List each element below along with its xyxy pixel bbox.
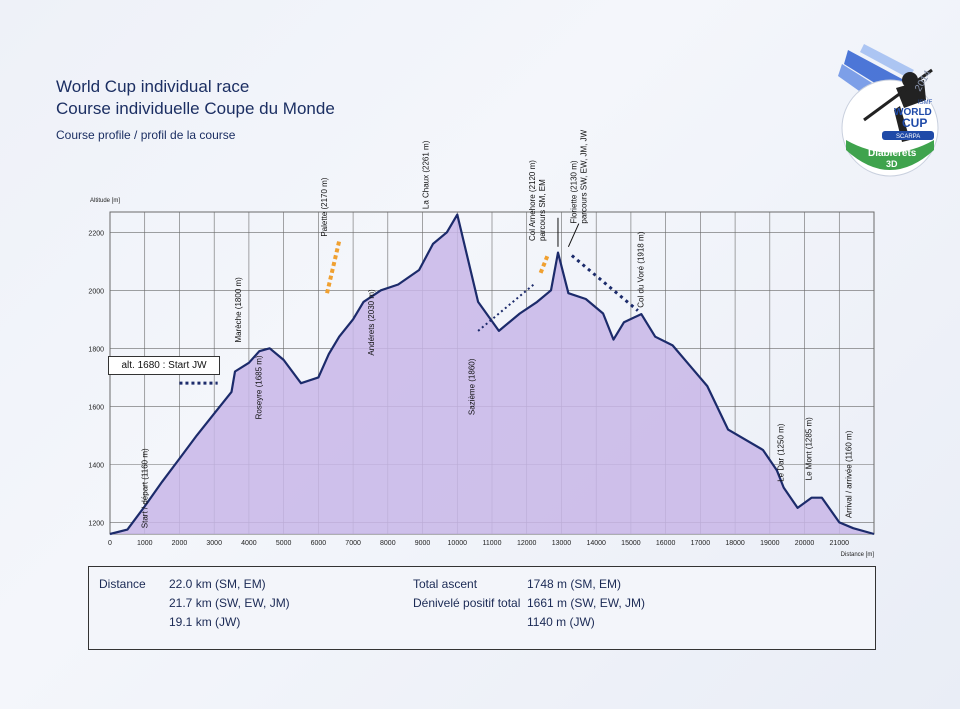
x-tick-label: 21000 [830, 540, 850, 547]
page-title-fr: Course individuelle Coupe du Monde [56, 99, 335, 118]
annotation-label: Sazième (1860) [468, 358, 477, 415]
y-tick-label: 2200 [88, 230, 104, 237]
ascent-label-en: Total ascent [413, 577, 478, 591]
bootpack-segment [538, 254, 550, 274]
ascent-label-fr: Dénivelé positif total [413, 596, 521, 610]
y-tick-label: 1600 [88, 404, 104, 411]
x-tick-label: 12000 [517, 540, 537, 547]
x-tick-label: 17000 [691, 540, 711, 547]
x-tick-label: 8000 [380, 540, 396, 547]
annotation-label: Col du Voré (1918 m) [636, 231, 645, 307]
annotation-label: Marèche (1800 m) [234, 277, 243, 343]
y-axis-label: Altitude [m] [90, 198, 120, 204]
page-title: World Cup individual race [56, 77, 250, 96]
x-tick-label: 10000 [448, 540, 468, 547]
world-cup-logo: 2014 ISMF WORLD CUP SCARPA Diablerets 3D [838, 44, 939, 177]
ascent-labels: Total ascent Dénivelé positif total [413, 575, 520, 613]
svg-text:WORLD: WORLD [894, 107, 932, 118]
distance-value: 22.0 km (SM, EM) [169, 577, 266, 591]
page-subtitle: Course profile / profil de la course [56, 128, 236, 142]
x-tick-label: 3000 [206, 540, 222, 547]
y-tick-label: 1800 [88, 346, 104, 353]
svg-text:SCARPA: SCARPA [896, 134, 920, 140]
ascent-value: 1140 m (JW) [527, 615, 595, 629]
start-jw-label: alt. 1680 : Start JW [108, 356, 220, 375]
annotation-label-floriette: Floriette (2130 m) [569, 160, 578, 223]
annotation-label: La Chaux (2261 m) [422, 140, 431, 209]
ascent-values: 1748 m (SM, EM) 1661 m (SW, EW, JM) 1140… [527, 575, 645, 632]
y-tick-label: 2000 [88, 288, 104, 295]
floriette-route [570, 254, 639, 312]
x-tick-label: 16000 [656, 540, 676, 547]
profile-line [109, 213, 875, 536]
x-tick-label: 19000 [760, 540, 780, 547]
x-tick-label: 2000 [172, 540, 188, 547]
x-tick-label: 6000 [311, 540, 327, 547]
annotation-label: Start / départ (1160 m) [140, 448, 149, 528]
x-tick-label: 0 [108, 540, 112, 547]
x-tick-label: 18000 [725, 540, 745, 547]
arrow-floriette [567, 223, 580, 248]
x-axis-label: Distance [m] [841, 552, 875, 558]
annotation-label: Andérets (2030 m) [367, 289, 376, 356]
x-tick-label: 15000 [621, 540, 641, 547]
x-tick-label: 5000 [276, 540, 292, 547]
annotation-label-col-arnehore: Col Arnehore (2120 m) [528, 160, 537, 241]
ascent-value: 1661 m (SW, EW, JM) [527, 596, 646, 610]
y-tick-label: 1400 [88, 462, 104, 469]
annotation-label: Le Mont (1285 m) [804, 417, 813, 480]
x-tick-label: 9000 [415, 540, 431, 547]
annotation-label: Palette (2170 m) [320, 177, 329, 236]
distance-values: 22.0 km (SM, EM) 21.7 km (SW, EW, JM) 19… [169, 575, 290, 632]
svg-text:Diablerets: Diablerets [868, 148, 917, 159]
x-tick-label: 14000 [586, 540, 606, 547]
svg-text:CUP: CUP [902, 116, 927, 130]
ascent-value: 1748 m (SM, EM) [527, 577, 622, 591]
x-tick-label: 13000 [552, 540, 572, 547]
x-tick-label: 20000 [795, 540, 815, 547]
svg-text:3D: 3D [886, 159, 898, 169]
annotation-label-floriette: parcours SW, EW, JM, JW [579, 129, 588, 223]
distance-value: 21.7 km (SW, EW, JM) [169, 596, 290, 610]
x-tick-label: 4000 [241, 540, 257, 547]
annotation-label: Le Dar (1250 m) [777, 423, 786, 482]
race-summary: Distance 22.0 km (SM, EM) 21.7 km (SW, E… [88, 566, 876, 650]
profile-area [110, 214, 874, 534]
x-tick-label: 7000 [345, 540, 361, 547]
title-block: World Cup individual race Course individ… [56, 76, 335, 142]
bootpack-segment [325, 240, 342, 294]
x-tick-label: 1000 [137, 540, 153, 547]
annotation-label: Roseyre (1685 m) [255, 355, 264, 419]
distance-value: 19.1 km (JW) [169, 615, 241, 629]
alt-route [477, 283, 535, 332]
x-tick-label: 11000 [483, 540, 502, 547]
y-tick-label: 1200 [88, 520, 104, 527]
annotation-label-col-arnehore: parcours SM, EM [538, 179, 547, 241]
svg-text:ISMF: ISMF [918, 100, 933, 106]
annotation-label: Arrival / arrivée (1160 m) [845, 430, 854, 518]
distance-label: Distance [99, 577, 146, 591]
